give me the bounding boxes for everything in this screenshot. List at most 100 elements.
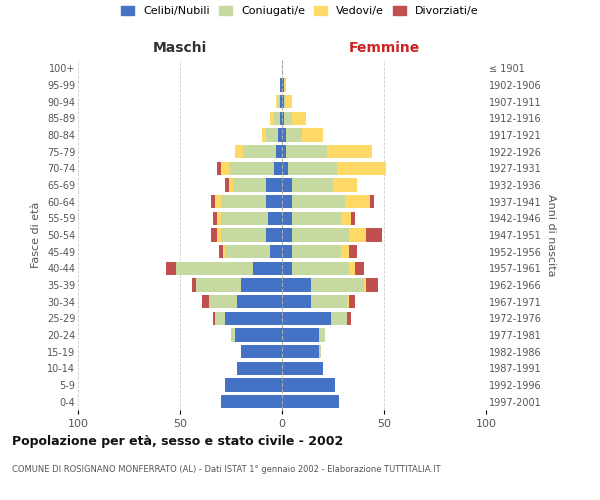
Bar bbox=[282, 112, 284, 125]
Bar bbox=[349, 245, 358, 258]
Bar bbox=[286, 145, 327, 158]
Bar bbox=[365, 228, 382, 241]
Bar bbox=[286, 95, 292, 108]
Bar bbox=[349, 295, 355, 308]
Bar bbox=[221, 228, 266, 241]
Bar bbox=[270, 245, 282, 258]
Bar bbox=[284, 95, 286, 108]
Text: Popolazione per età, sesso e stato civile - 2002: Popolazione per età, sesso e stato civil… bbox=[12, 435, 343, 448]
Bar bbox=[276, 145, 282, 158]
Bar bbox=[282, 95, 284, 108]
Bar bbox=[280, 95, 282, 108]
Bar bbox=[282, 162, 288, 175]
Bar bbox=[209, 295, 237, 308]
Bar bbox=[215, 195, 221, 208]
Bar bbox=[276, 95, 278, 108]
Bar bbox=[223, 245, 225, 258]
Bar bbox=[352, 212, 355, 225]
Bar bbox=[211, 228, 217, 241]
Bar bbox=[262, 128, 266, 141]
Bar bbox=[355, 262, 364, 275]
Bar bbox=[225, 378, 282, 392]
Bar bbox=[311, 295, 347, 308]
Bar bbox=[333, 178, 358, 192]
Bar bbox=[292, 112, 307, 125]
Bar bbox=[282, 395, 339, 408]
Bar bbox=[292, 228, 349, 241]
Bar bbox=[221, 212, 268, 225]
Bar bbox=[241, 278, 282, 291]
Bar bbox=[345, 195, 370, 208]
Bar bbox=[274, 112, 280, 125]
Bar bbox=[337, 162, 386, 175]
Bar bbox=[212, 212, 217, 225]
Bar bbox=[237, 295, 282, 308]
Bar bbox=[280, 78, 282, 92]
Bar bbox=[231, 328, 235, 342]
Bar bbox=[288, 162, 337, 175]
Bar bbox=[221, 395, 282, 408]
Bar bbox=[266, 178, 282, 192]
Bar bbox=[280, 112, 282, 125]
Bar bbox=[215, 312, 225, 325]
Bar bbox=[217, 228, 221, 241]
Bar bbox=[270, 112, 274, 125]
Bar bbox=[292, 245, 341, 258]
Bar bbox=[347, 295, 349, 308]
Bar bbox=[286, 128, 302, 141]
Bar bbox=[282, 195, 292, 208]
Bar bbox=[233, 178, 266, 192]
Bar bbox=[266, 128, 278, 141]
Bar bbox=[341, 212, 352, 225]
Text: COMUNE DI ROSIGNANO MONFERRATO (AL) - Dati ISTAT 1° gennaio 2002 - Elaborazione : COMUNE DI ROSIGNANO MONFERRATO (AL) - Da… bbox=[12, 465, 440, 474]
Bar bbox=[364, 278, 365, 291]
Y-axis label: Fasce di età: Fasce di età bbox=[31, 202, 41, 268]
Bar bbox=[319, 345, 321, 358]
Bar bbox=[282, 345, 319, 358]
Bar bbox=[219, 245, 223, 258]
Bar bbox=[266, 195, 282, 208]
Bar bbox=[302, 128, 323, 141]
Bar bbox=[268, 212, 282, 225]
Bar bbox=[229, 162, 274, 175]
Bar bbox=[225, 178, 229, 192]
Bar bbox=[235, 145, 243, 158]
Bar bbox=[235, 328, 282, 342]
Bar bbox=[211, 195, 215, 208]
Bar bbox=[282, 178, 292, 192]
Bar bbox=[166, 262, 176, 275]
Bar bbox=[282, 312, 331, 325]
Bar bbox=[341, 245, 349, 258]
Bar bbox=[243, 145, 276, 158]
Bar bbox=[202, 295, 209, 308]
Bar bbox=[282, 262, 292, 275]
Text: Maschi: Maschi bbox=[153, 41, 207, 55]
Bar bbox=[282, 78, 284, 92]
Bar bbox=[292, 262, 349, 275]
Legend: Celibi/Nubili, Coniugati/e, Vedovi/e, Divorziati/e: Celibi/Nubili, Coniugati/e, Vedovi/e, Di… bbox=[121, 6, 479, 16]
Bar bbox=[282, 245, 292, 258]
Bar bbox=[217, 212, 221, 225]
Bar bbox=[282, 328, 319, 342]
Bar bbox=[278, 128, 282, 141]
Y-axis label: Anni di nascita: Anni di nascita bbox=[545, 194, 556, 276]
Bar bbox=[221, 162, 229, 175]
Bar bbox=[274, 162, 282, 175]
Bar bbox=[212, 312, 215, 325]
Bar bbox=[292, 212, 341, 225]
Bar bbox=[282, 295, 311, 308]
Bar bbox=[176, 262, 253, 275]
Bar bbox=[253, 262, 282, 275]
Bar bbox=[217, 162, 221, 175]
Bar bbox=[266, 228, 282, 241]
Bar bbox=[284, 112, 292, 125]
Bar bbox=[196, 278, 241, 291]
Bar bbox=[229, 178, 233, 192]
Bar bbox=[282, 145, 286, 158]
Bar bbox=[349, 228, 365, 241]
Bar bbox=[292, 195, 345, 208]
Bar bbox=[311, 278, 364, 291]
Bar bbox=[221, 195, 266, 208]
Bar bbox=[282, 128, 286, 141]
Bar bbox=[278, 95, 280, 108]
